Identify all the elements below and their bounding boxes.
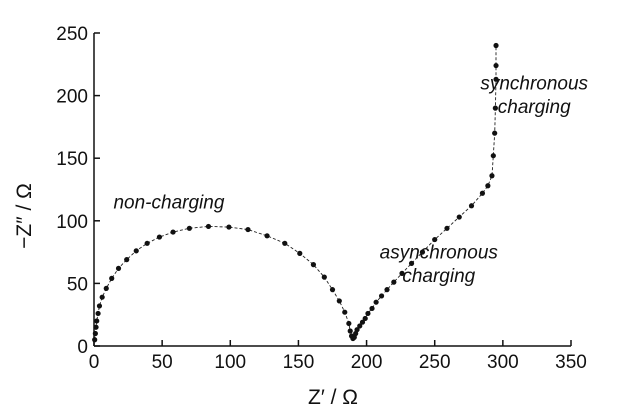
y-axis-title: −Z″ / Ω <box>13 183 36 249</box>
y-tick-label: 150 <box>56 149 88 170</box>
data-point <box>94 318 100 324</box>
data-point <box>432 236 438 243</box>
data-point <box>321 274 327 280</box>
data-point <box>347 328 353 334</box>
x-tick-label: 0 <box>89 352 100 373</box>
x-tick-label: 250 <box>419 352 451 373</box>
data-point <box>369 305 375 312</box>
ticks: 0 50 100 150 200 250 300 350 0 50 100 150 200 250 <box>56 24 587 373</box>
data-point <box>342 309 348 315</box>
data-point <box>115 265 122 271</box>
data-point <box>205 223 212 230</box>
data-point <box>156 234 163 240</box>
data-point <box>479 190 486 196</box>
x-tick-label: 300 <box>487 352 519 373</box>
data-point <box>264 233 270 239</box>
data-point <box>493 42 499 49</box>
data-point <box>297 250 303 256</box>
data-point <box>109 275 115 281</box>
data-point <box>384 287 390 293</box>
series <box>92 42 499 343</box>
x-tick-label: 100 <box>214 352 246 373</box>
data-point <box>144 240 150 246</box>
data-point <box>456 214 462 220</box>
data-point <box>485 183 491 189</box>
data-point <box>378 293 385 299</box>
data-point <box>419 249 426 255</box>
data-point <box>133 248 139 254</box>
annotation-label: charging <box>498 97 571 118</box>
data-point <box>362 315 368 322</box>
data-point <box>124 257 130 263</box>
x-tick-label: 350 <box>555 352 587 373</box>
data-point <box>170 229 176 235</box>
data-point <box>490 153 496 159</box>
data-point <box>93 324 99 330</box>
data-point <box>226 224 232 230</box>
data-point <box>336 298 342 304</box>
data-point <box>282 240 288 246</box>
y-tick-label: 100 <box>56 212 88 233</box>
data-point <box>489 173 495 179</box>
data-point <box>468 203 475 209</box>
data-point <box>310 262 317 268</box>
annotation-label: asynchronous <box>380 242 499 263</box>
data-point <box>399 270 405 276</box>
axes <box>93 33 571 347</box>
data-point <box>245 226 251 233</box>
data-point <box>492 105 498 111</box>
data-point <box>92 337 98 343</box>
annotation-label: non-charging <box>113 192 224 213</box>
data-point <box>92 330 98 337</box>
data-point <box>95 310 101 317</box>
data-point <box>96 303 103 309</box>
data-point <box>346 320 352 327</box>
annotation-label: charging <box>402 266 475 287</box>
data-point <box>359 319 366 325</box>
data-point <box>493 62 499 69</box>
y-tick-label: 50 <box>67 274 88 295</box>
data-point <box>408 260 415 266</box>
x-tick-label: 50 <box>152 352 173 373</box>
x-tick-label: 150 <box>283 352 315 373</box>
x-axis-title: Z′ / Ω <box>308 386 358 409</box>
data-point <box>329 287 336 293</box>
x-tick-label: 200 <box>351 352 383 373</box>
data-point <box>492 130 498 136</box>
data-point <box>365 310 371 317</box>
data-point <box>186 225 192 231</box>
data-point <box>391 279 397 285</box>
annotations: non-charging asynchronous charging synchron… <box>113 73 588 287</box>
data-point <box>357 323 363 329</box>
data-point <box>103 285 109 292</box>
annotation-label: synchronous <box>480 73 588 94</box>
data-point <box>493 76 499 82</box>
data-point <box>373 299 379 305</box>
data-point <box>354 327 360 333</box>
y-tick-label: 250 <box>56 24 88 45</box>
data-point <box>99 294 105 300</box>
data-point <box>444 225 450 231</box>
y-tick-label: 0 <box>77 337 88 358</box>
y-tick-label: 200 <box>56 87 88 108</box>
